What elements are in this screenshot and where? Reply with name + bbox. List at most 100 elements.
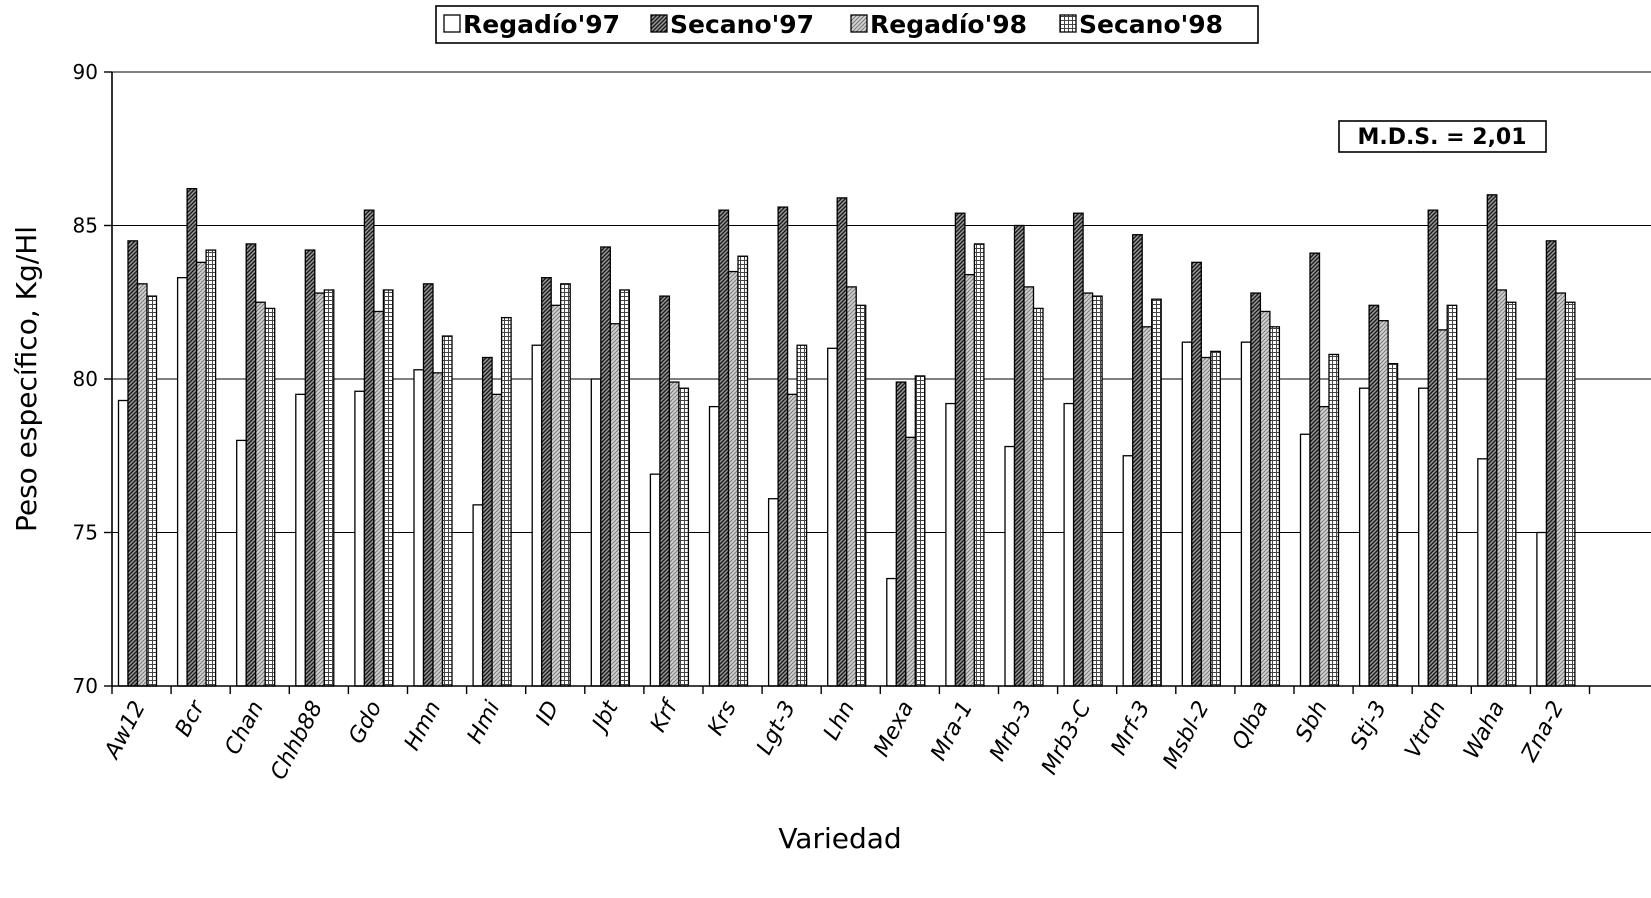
bar: [1023, 286, 1035, 687]
bars: [117, 188, 1576, 687]
bar: [1477, 458, 1488, 687]
bar: [777, 206, 789, 687]
bar-group: [176, 188, 217, 687]
bar-group: [531, 277, 571, 687]
bar: [382, 289, 394, 687]
bar: [373, 310, 385, 687]
category-label: Aw12: [99, 697, 151, 764]
bar: [1486, 194, 1498, 687]
y-tick-label: 70: [73, 674, 98, 698]
category-label: Chan: [220, 697, 269, 759]
bar: [945, 402, 957, 687]
bar: [659, 295, 671, 687]
legend-label-regadio-98: Regadío'98: [870, 10, 1027, 39]
bar: [1004, 445, 1016, 687]
legend-swatch-regadio-97: [443, 14, 461, 33]
bar-group: [1004, 224, 1044, 687]
bar: [836, 197, 848, 687]
bar: [1387, 362, 1399, 687]
legend-swatch-regadio-98: [850, 14, 868, 33]
bar: [973, 243, 985, 687]
bar: [767, 498, 779, 687]
bar-group: [1358, 304, 1399, 687]
category-label: Vtrdn: [1401, 697, 1452, 762]
bar: [886, 577, 897, 687]
bar: [550, 304, 562, 687]
category-label: Bcr: [171, 695, 211, 740]
category-label: Mrb3-C: [1037, 697, 1097, 779]
legend-item-regadio-97: Regadío'97: [443, 10, 620, 39]
bar: [1536, 531, 1548, 687]
bar: [354, 390, 366, 687]
legend-item-secano-97: Secano'97: [650, 10, 814, 39]
bar: [1181, 341, 1193, 687]
bar: [718, 209, 730, 687]
category-label: Waha: [1459, 697, 1510, 763]
category-label: Krf: [646, 694, 684, 736]
category-label: Mexa: [869, 697, 919, 761]
category-label: Qlba: [1228, 697, 1274, 754]
bar: [541, 277, 552, 687]
bar: [1564, 301, 1576, 687]
bar: [590, 378, 602, 687]
bar-group: [1418, 209, 1458, 687]
bar: [323, 289, 335, 687]
bar: [255, 301, 266, 687]
legend: Regadío'97 Secano'97 Regadío'98 Secano'9…: [435, 5, 1259, 44]
legend-swatch-secano-98: [1059, 14, 1077, 33]
category-label: Mrb-3: [985, 697, 1037, 765]
bar: [796, 344, 808, 687]
category-label: ID: [531, 697, 564, 729]
legend-label-secano-97: Secano'97: [670, 10, 814, 39]
y-tick-label: 85: [73, 214, 98, 238]
bar: [786, 393, 798, 687]
bar: [472, 504, 484, 687]
bar: [1555, 292, 1567, 687]
bar-group: [1299, 252, 1340, 687]
bar: [1377, 320, 1389, 687]
bar: [855, 304, 867, 687]
bar-group: [1063, 212, 1103, 687]
bar: [1013, 224, 1025, 687]
bar: [176, 277, 188, 687]
legend-box: [435, 5, 1259, 44]
bar-group: [354, 209, 394, 687]
bar-group: [1240, 292, 1281, 687]
x-axis-title: Variedad: [778, 822, 901, 855]
bar: [895, 381, 907, 687]
bar: [1141, 326, 1153, 687]
bar: [914, 375, 926, 687]
bar: [668, 381, 680, 687]
bar-group: [295, 249, 335, 687]
category-label: Hmi: [463, 697, 506, 748]
bar: [295, 393, 306, 687]
bar: [422, 283, 434, 687]
bar-group: [117, 240, 158, 687]
y-ticks: 70 75 80 85 90: [73, 60, 112, 698]
bar: [1151, 298, 1162, 687]
bar: [1318, 405, 1330, 687]
bar: [491, 393, 503, 687]
bar: [304, 249, 316, 687]
mds-annotation-text: M.D.S. = 2,01: [1357, 125, 1526, 150]
bar: [1210, 350, 1221, 687]
bar: [1032, 307, 1044, 687]
bar: [649, 473, 661, 687]
bar: [954, 212, 966, 687]
bar: [264, 307, 276, 687]
bar: [146, 295, 158, 687]
category-label: Hmn: [400, 697, 446, 755]
bar: [708, 405, 720, 687]
y-tick-label: 80: [73, 367, 98, 391]
category-label: Mrf-3: [1107, 697, 1156, 759]
bar: [136, 283, 148, 687]
bar-group: [1536, 240, 1576, 687]
category-label: Msbl-2: [1159, 697, 1215, 773]
bar: [560, 283, 571, 687]
bar: [1132, 234, 1143, 687]
bar: [619, 289, 630, 687]
legend-item-secano-98: Secano'98: [1059, 10, 1223, 39]
bar: [1299, 433, 1311, 687]
bar: [678, 387, 690, 687]
